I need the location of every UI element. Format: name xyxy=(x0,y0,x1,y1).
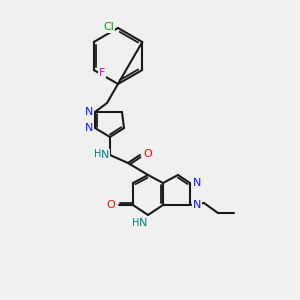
Text: N: N xyxy=(101,150,109,160)
Text: H: H xyxy=(94,149,102,159)
Text: N: N xyxy=(85,123,93,133)
Text: Cl: Cl xyxy=(103,22,114,32)
Text: O: O xyxy=(106,200,116,210)
Text: N: N xyxy=(193,178,201,188)
Text: N: N xyxy=(85,107,93,117)
Text: N: N xyxy=(139,218,147,228)
Text: H: H xyxy=(132,218,140,228)
Text: N: N xyxy=(193,200,201,210)
Text: O: O xyxy=(144,149,152,159)
Text: F: F xyxy=(99,68,105,78)
